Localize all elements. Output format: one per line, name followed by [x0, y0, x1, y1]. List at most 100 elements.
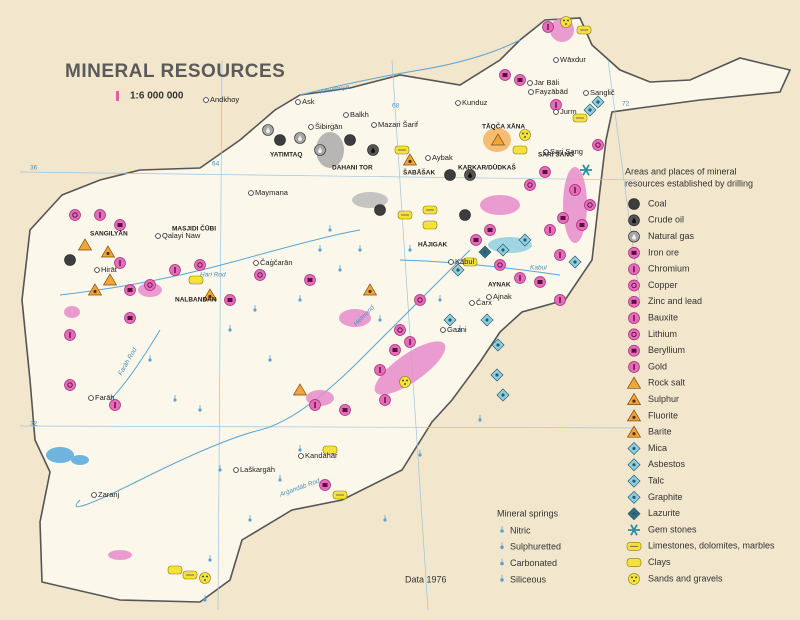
symbol-glyph — [501, 393, 505, 397]
spring-dot — [208, 558, 212, 562]
town — [308, 124, 314, 130]
symbol-glyph — [456, 268, 460, 272]
spring-dot — [173, 398, 177, 402]
symbol-body — [628, 573, 640, 585]
deposit-label: TĀQČA XĀNA — [482, 122, 525, 131]
symbol — [480, 313, 494, 327]
symbol-glyph — [632, 399, 636, 403]
symbol — [309, 399, 321, 411]
symbol — [444, 169, 456, 181]
symbol — [77, 238, 93, 251]
symbol — [294, 132, 306, 144]
title: MINERAL RESOURCES — [65, 61, 285, 82]
symbol-glyph — [402, 379, 404, 382]
symbol-glyph — [579, 223, 585, 227]
symbol-glyph — [322, 483, 328, 487]
town — [233, 467, 239, 473]
symbol-body — [202, 288, 218, 301]
symbol-glyph — [495, 373, 499, 377]
place-label: Ġazni — [447, 325, 467, 334]
symbol — [414, 294, 426, 306]
symbol — [64, 379, 76, 391]
graticule-label: 32 — [30, 421, 38, 428]
symbol — [496, 243, 510, 257]
symbol-body — [199, 572, 211, 584]
spring-dot — [378, 318, 382, 322]
town — [553, 109, 559, 115]
symbol — [626, 376, 642, 389]
town — [155, 233, 161, 239]
symbol — [462, 257, 478, 267]
spring-dot — [198, 408, 202, 412]
town — [94, 267, 100, 273]
spring-dot — [298, 298, 302, 302]
legend-heading: Areas and places of mineral — [625, 166, 737, 176]
place-label: Jurm — [560, 107, 577, 116]
town — [298, 453, 304, 459]
symbol-body — [626, 409, 642, 422]
symbol — [591, 95, 605, 109]
symbol-glyph — [501, 248, 505, 252]
symbol — [459, 209, 471, 221]
symbol — [576, 25, 592, 35]
symbol — [542, 21, 554, 33]
symbol-glyph — [631, 250, 637, 255]
symbol-glyph — [632, 512, 636, 516]
symbol — [167, 565, 183, 575]
symbol-glyph — [318, 147, 322, 153]
legend-label: Fluorite — [648, 410, 678, 420]
symbol-glyph — [368, 289, 372, 294]
legend-label: Iron ore — [648, 247, 679, 257]
symbol-glyph — [257, 272, 263, 278]
symbol — [576, 219, 588, 231]
symbol — [496, 388, 510, 402]
symbol-glyph — [468, 172, 472, 178]
symbol — [628, 312, 640, 324]
map-symbols — [64, 16, 605, 602]
deposit-label: HĀJIGAK — [418, 241, 448, 249]
symbol-glyph — [631, 282, 637, 289]
symbol-body — [490, 133, 506, 146]
symbol-glyph — [204, 579, 206, 581]
symbol — [367, 144, 379, 156]
symbol — [274, 134, 286, 146]
symbol — [394, 324, 406, 336]
symbol-glyph — [342, 408, 348, 412]
legend-label: Bauxite — [648, 312, 678, 322]
symbol — [362, 283, 378, 296]
symbol-body — [414, 294, 426, 306]
town — [253, 260, 259, 266]
symbol — [627, 490, 641, 504]
spring-label: Sulphuretted — [510, 542, 561, 552]
legend-label: Lazurite — [648, 508, 680, 518]
symbol-glyph — [630, 524, 638, 536]
symbol — [514, 272, 526, 284]
symbol — [402, 153, 418, 166]
place-label: Jar Bāli — [534, 78, 559, 87]
parallel — [19, 171, 641, 181]
symbol — [102, 273, 118, 286]
symbol — [494, 259, 506, 271]
symbol-body — [462, 257, 478, 267]
symbol — [124, 312, 136, 324]
spring-dot — [248, 518, 252, 522]
symbol-glyph — [542, 170, 548, 174]
deposit-label: NALBANDĀN — [175, 296, 217, 304]
symbol-body — [292, 383, 308, 396]
symbol-glyph — [397, 327, 403, 333]
symbol — [394, 145, 410, 155]
spring-dot — [338, 268, 342, 272]
symbol — [560, 16, 572, 28]
town — [248, 190, 254, 196]
river-line — [75, 249, 471, 508]
spring-label: Nitric — [510, 525, 531, 535]
symbol-glyph — [526, 132, 528, 135]
symbol — [124, 284, 136, 296]
symbol-body — [422, 220, 438, 230]
symbol — [572, 113, 588, 123]
symbol-body — [69, 209, 81, 221]
river-line — [299, 39, 521, 96]
symbol-glyph — [298, 135, 302, 141]
spring-dot — [218, 468, 222, 472]
deposit-label: SARI SANG — [538, 152, 574, 159]
